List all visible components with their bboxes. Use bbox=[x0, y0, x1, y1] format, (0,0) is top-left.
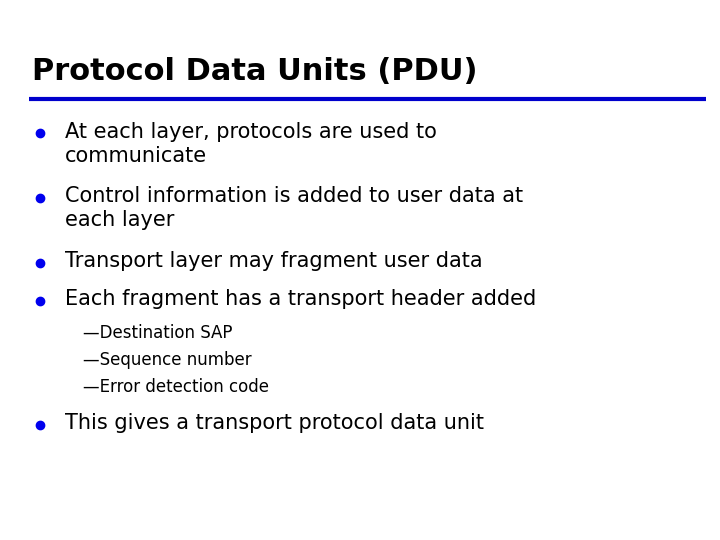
Text: —Error detection code: —Error detection code bbox=[83, 378, 269, 396]
Text: At each layer, protocols are used to
communicate: At each layer, protocols are used to com… bbox=[65, 122, 436, 165]
Text: —Destination SAP: —Destination SAP bbox=[83, 324, 233, 342]
Text: This gives a transport protocol data unit: This gives a transport protocol data uni… bbox=[65, 413, 484, 433]
Text: Transport layer may fragment user data: Transport layer may fragment user data bbox=[65, 251, 482, 271]
Text: Control information is added to user data at
each layer: Control information is added to user dat… bbox=[65, 186, 523, 230]
Text: Protocol Data Units (PDU): Protocol Data Units (PDU) bbox=[32, 57, 478, 86]
Text: Each fragment has a transport header added: Each fragment has a transport header add… bbox=[65, 289, 536, 309]
Text: —Sequence number: —Sequence number bbox=[83, 351, 251, 369]
